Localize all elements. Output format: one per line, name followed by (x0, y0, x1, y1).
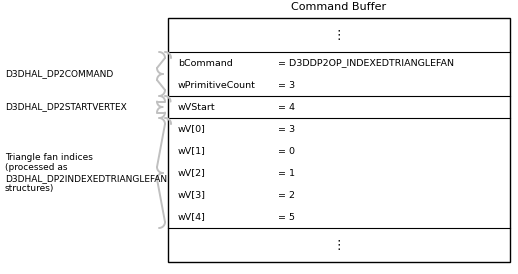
Text: wV[0]: wV[0] (178, 124, 206, 133)
Text: D3DHAL_DP2COMMAND: D3DHAL_DP2COMMAND (5, 70, 113, 78)
Text: = 3: = 3 (278, 81, 295, 90)
Text: = 1: = 1 (278, 169, 295, 178)
Text: D3DHAL_DP2STARTVERTEX: D3DHAL_DP2STARTVERTEX (5, 102, 127, 112)
Text: ⋮: ⋮ (333, 238, 346, 252)
Text: = D3DDP2OP_INDEXEDTRIANGLEFAN: = D3DDP2OP_INDEXEDTRIANGLEFAN (278, 59, 454, 67)
Text: wV[2]: wV[2] (178, 169, 206, 178)
Text: = 2: = 2 (278, 190, 295, 199)
Text: wV[3]: wV[3] (178, 190, 206, 199)
Text: bCommand: bCommand (178, 59, 233, 67)
Text: = 3: = 3 (278, 124, 295, 133)
Text: Triangle fan indices
(processed as
D3DHAL_DP2INDEXEDTRIANGLEFAN
structures): Triangle fan indices (processed as D3DHA… (5, 153, 167, 193)
Text: ⋮: ⋮ (333, 28, 346, 41)
Text: = 4: = 4 (278, 102, 295, 112)
Text: wV[1]: wV[1] (178, 147, 206, 156)
Bar (168, 18, 510, 262)
Text: wVStart: wVStart (178, 102, 215, 112)
Text: = 5: = 5 (278, 213, 295, 221)
Text: wPrimitiveCount: wPrimitiveCount (178, 81, 256, 90)
Text: wV[4]: wV[4] (178, 213, 206, 221)
Text: Command Buffer: Command Buffer (292, 2, 386, 12)
Text: = 0: = 0 (278, 147, 295, 156)
